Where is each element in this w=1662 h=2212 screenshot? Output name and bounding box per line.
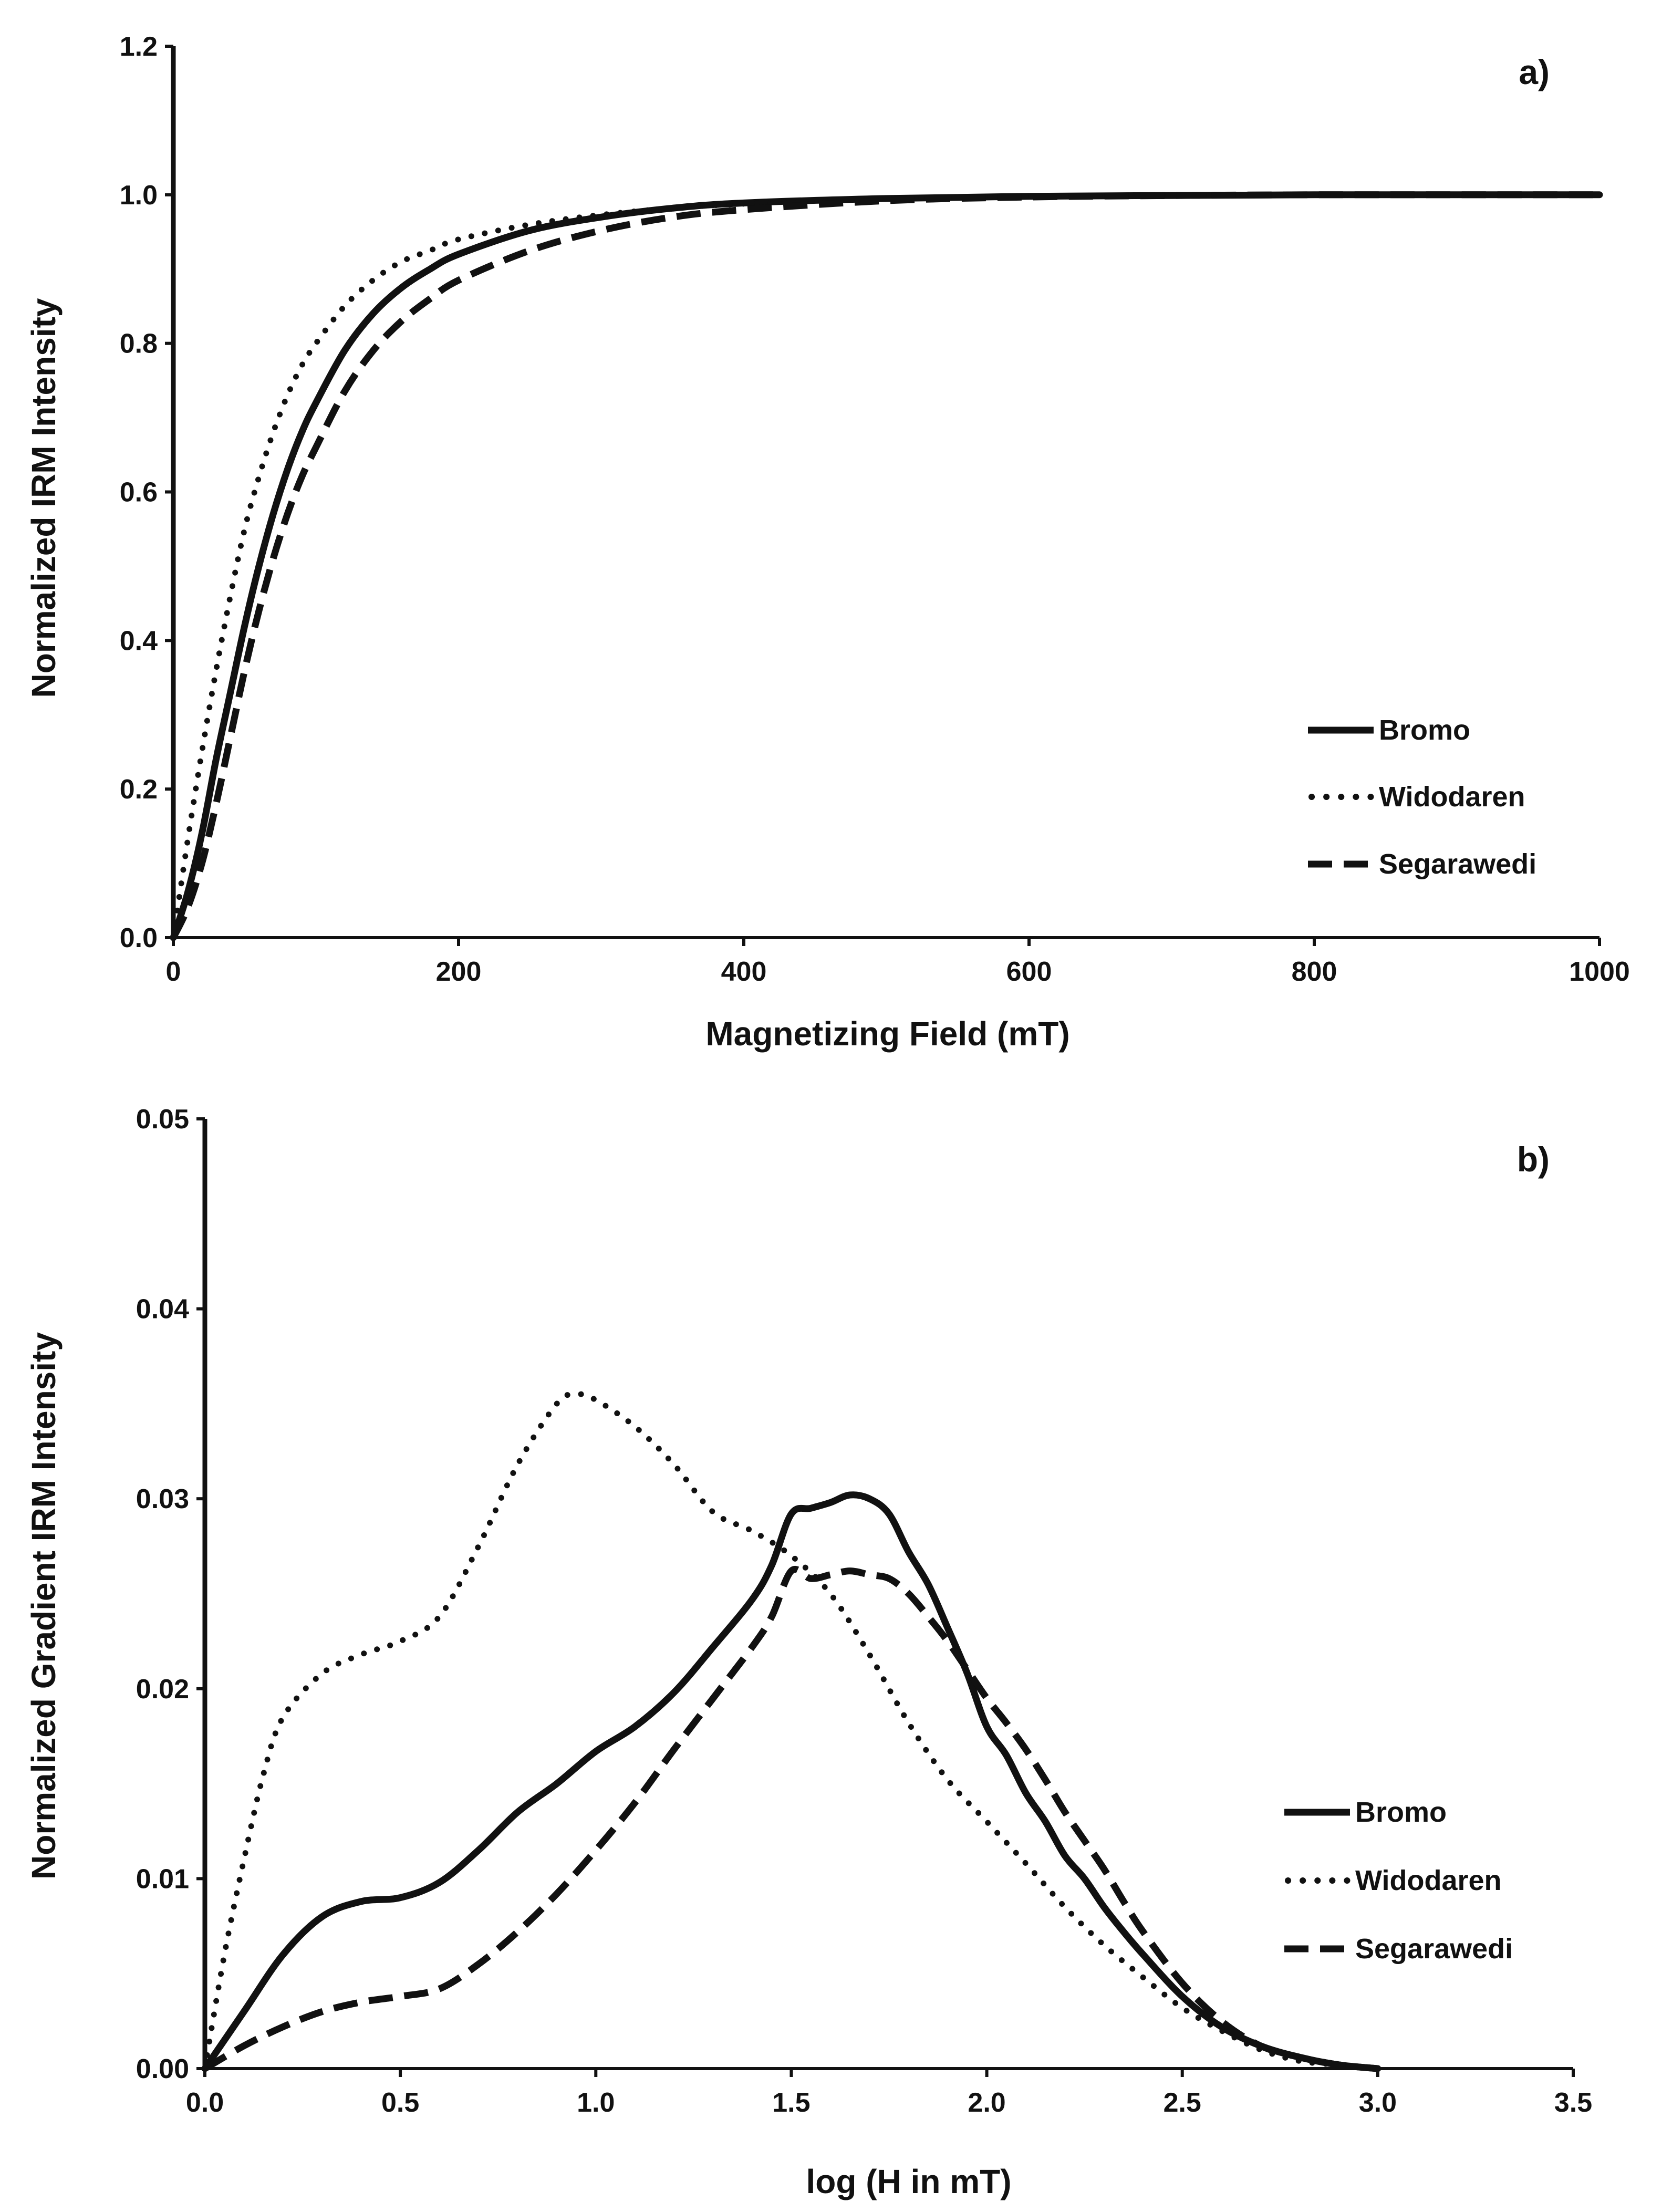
panel-b-x-tick-label: 1.5	[772, 2088, 810, 2118]
legend-label-bromo: Bromo	[1379, 714, 1470, 746]
panel-a-y-tick-label: 1.2	[120, 32, 158, 62]
panel-a-legend: Bromo Widodaren Segarawedi	[1308, 714, 1536, 880]
panel-b-legend: Bromo Widodaren Segarawedi	[1284, 1796, 1513, 1965]
panel-b-y-tick-label: 0.01	[136, 1864, 189, 1894]
panel-a-marks	[170, 191, 1603, 941]
panel-a-y-tick-label: 0.2	[120, 774, 158, 805]
panel-b-y-tick-label: 0.00	[136, 2054, 189, 2084]
panel-b-x-tick-label: 2.0	[968, 2088, 1005, 2118]
panel-b-y-tick-label: 0.04	[136, 1294, 189, 1325]
panel-a-y-tick-label: 1.0	[120, 180, 158, 211]
panel-b-y-axis-title: Normalized Gradient IRM Intensity	[25, 1332, 63, 1879]
series-line-bromo	[201, 1491, 1381, 2072]
legend-label-widodaren: Widodaren	[1355, 1865, 1502, 1896]
panel-b-y-tick-label: 0.03	[136, 1484, 189, 1514]
chart-panel-a: 0 200 400 600 800 1000 0.0 0.2 0.4 0.6 0.8 1.0 1.2 a…	[25, 32, 1630, 1053]
panel-b-x-tick-label: 2.5	[1164, 2088, 1201, 2118]
panel-b-x-tick-label: 0.0	[186, 2088, 224, 2118]
panel-a-x-tick-label: 400	[721, 957, 767, 987]
legend-label-widodaren: Widodaren	[1379, 781, 1525, 813]
panel-a-x-tick-label: 800	[1292, 957, 1337, 987]
series-line-segarawedi	[203, 1566, 1378, 2072]
legend-label-bromo: Bromo	[1355, 1796, 1447, 1828]
legend-label-segarawedi: Segarawedi	[1355, 1933, 1513, 1965]
chart-panel-b: 0.0 0.5 1.0 1.5 2.0 2.5 3.0 3.5 0.00 0.01 0.02 0.03…	[25, 1104, 1592, 2200]
series-line-segarawedi	[170, 191, 1599, 939]
panel-a-label: a)	[1519, 53, 1550, 91]
legend-label-segarawedi: Segarawedi	[1379, 848, 1536, 880]
series-line-widodaren	[202, 1391, 1381, 2072]
panel-b-x-tick-label: 3.5	[1554, 2088, 1592, 2118]
panel-a-x-tick-label: 1000	[1569, 957, 1630, 987]
panel-b-y-tick-label: 0.02	[136, 1674, 189, 1705]
panel-b-ticks: 0.0 0.5 1.0 1.5 2.0 2.5 3.0 3.5 0.00 0.01 0.02 0.03…	[136, 1104, 1592, 2118]
panel-b-x-tick-label: 3.0	[1359, 2088, 1397, 2118]
panel-a-x-tick-label: 200	[436, 957, 482, 987]
panel-b-axes	[202, 1119, 1573, 2070]
panel-b-label: b)	[1517, 1140, 1550, 1179]
panel-a-y-tick-label: 0.6	[120, 477, 158, 508]
panel-b-x-tick-label: 0.5	[381, 2088, 419, 2118]
panel-a-ticks: 0 200 400 600 800 1000 0.0 0.2 0.4 0.6 0.8 1.0 1.2	[120, 32, 1630, 987]
panel-b-x-axis-title: log (H in mT)	[806, 2163, 1011, 2200]
panel-b-y-tick-label: 0.05	[136, 1104, 189, 1135]
panel-a-y-axis-title: Normalized IRM Intensity	[25, 298, 63, 698]
panel-b-x-tick-label: 1.0	[577, 2088, 615, 2118]
panel-a-x-axis-title: Magnetizing Field (mT)	[705, 1015, 1069, 1053]
panel-a-y-tick-label: 0.8	[120, 329, 158, 359]
panel-a-y-tick-label: 0.0	[120, 923, 158, 953]
panel-b-marks	[201, 1391, 1381, 2072]
series-line-widodaren	[170, 192, 1603, 941]
panel-a-y-tick-label: 0.4	[120, 626, 158, 656]
panel-a-x-tick-label: 600	[1006, 957, 1052, 987]
panel-a-x-tick-label: 0	[166, 957, 181, 987]
